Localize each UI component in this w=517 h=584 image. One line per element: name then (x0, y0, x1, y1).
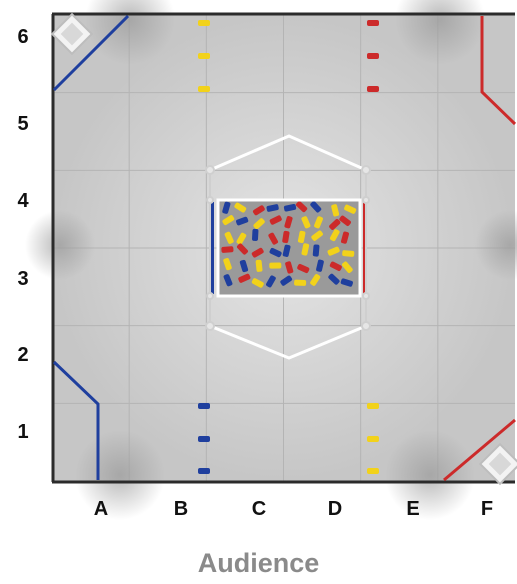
yellow-block (367, 436, 379, 442)
red-block (252, 205, 265, 216)
yellow-block (342, 261, 353, 273)
center-goal (205, 165, 371, 331)
blue-block (283, 204, 297, 212)
blue-block (266, 275, 276, 288)
yellow-block (342, 250, 355, 257)
audience-label: Audience (197, 548, 320, 578)
red-block (297, 263, 310, 273)
red-block (367, 53, 379, 59)
blue-block (328, 273, 340, 285)
field-perimeter (51, 12, 515, 484)
red-block (284, 216, 293, 229)
blue-block (239, 259, 249, 273)
blue-block (280, 275, 293, 286)
blue-block (198, 468, 210, 474)
yellow-block (331, 204, 340, 217)
red-block (269, 215, 282, 225)
yellow-block (222, 215, 235, 226)
corner-goal-bottom-right (478, 442, 517, 486)
column-label-c: C (251, 498, 267, 520)
yellow-block (234, 202, 247, 213)
blue-block (236, 216, 249, 226)
blue-block (340, 278, 353, 287)
red-block (367, 86, 379, 92)
center-goal-posts (205, 165, 371, 331)
red-block (236, 243, 248, 255)
white-tape-top (209, 134, 367, 172)
column-label-f: F (480, 498, 494, 520)
yellow-block (314, 216, 323, 229)
yellow-block (327, 246, 340, 256)
column-label-a: A (93, 498, 109, 520)
red-block (341, 231, 350, 244)
corner-goal-top-left (50, 12, 94, 56)
column-label-d: D (327, 498, 343, 520)
blue-tape-top-left (52, 14, 130, 92)
yellow-block (251, 278, 264, 288)
red-block (329, 261, 342, 271)
row-label-5: 5 (17, 113, 29, 135)
yellow-block (329, 229, 340, 242)
yellow-block (301, 216, 311, 229)
yellow-block (294, 279, 307, 286)
row-label-6: 6 (17, 26, 29, 48)
red-block (268, 232, 279, 245)
red-block (339, 215, 351, 226)
blue-block (269, 247, 282, 258)
yellow-block (236, 232, 247, 245)
yellow-block (367, 468, 379, 474)
yellow-block (255, 259, 263, 272)
row-label-4: 4 (17, 190, 29, 212)
blue-block (282, 244, 291, 257)
row-label-2: 2 (17, 344, 29, 366)
row-label-3: 3 (17, 268, 29, 290)
column-label-b: B (173, 498, 189, 520)
yellow-block (310, 274, 321, 286)
yellow-block (198, 20, 210, 26)
red-block (367, 20, 379, 26)
yellow-block (253, 218, 265, 230)
blue-block (223, 274, 233, 287)
red-block (251, 247, 264, 258)
yellow-block (311, 230, 323, 241)
red-block (221, 246, 234, 253)
yellow-block (344, 204, 357, 214)
yellow-block (297, 230, 306, 244)
red-tape-bottom-right (443, 418, 516, 482)
yellow-block (223, 257, 232, 271)
blue-block (252, 228, 259, 241)
yellow-block (367, 403, 379, 409)
red-block (238, 273, 251, 283)
red-block (295, 201, 308, 213)
blue-block (266, 204, 279, 212)
blue-block (198, 436, 210, 442)
field-shadows (25, 0, 517, 520)
red-block (282, 230, 290, 244)
red-block (329, 219, 341, 230)
blue-block (310, 201, 322, 213)
center-goal-frame (216, 198, 362, 298)
blue-tape-bottom-left (52, 360, 100, 480)
red-block (285, 261, 294, 274)
red-tape-top-right (480, 16, 517, 126)
yellow-block (198, 53, 210, 59)
yellow-block (301, 243, 310, 256)
row-label-1: 1 (17, 421, 29, 443)
white-tape-bottom (209, 324, 367, 360)
blue-block (198, 403, 210, 409)
yellow-block (224, 231, 234, 244)
yellow-block (198, 86, 210, 92)
column-label-e: E (406, 498, 420, 520)
yellow-block (269, 262, 282, 269)
blue-block (316, 259, 324, 272)
line-pieces (198, 20, 379, 474)
blue-block (222, 201, 231, 214)
tape-lines (52, 14, 517, 482)
center-goal-blocks (221, 201, 357, 288)
blue-block (312, 244, 320, 257)
